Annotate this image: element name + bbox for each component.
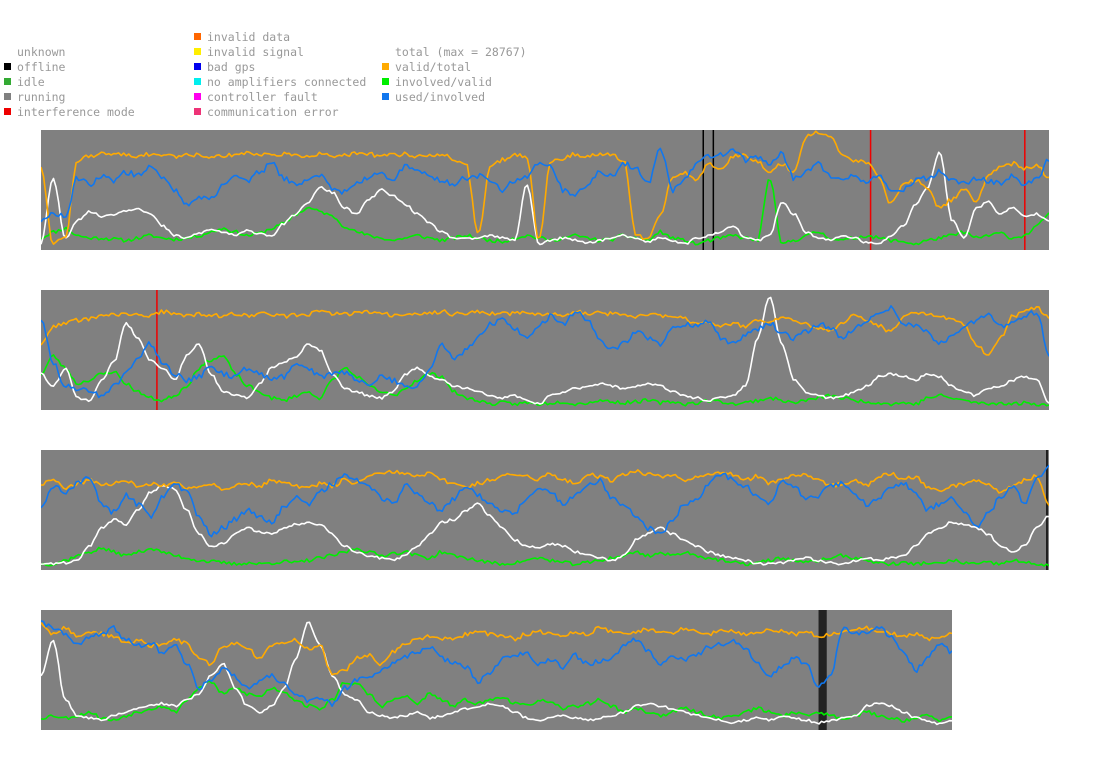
state-marker-interference-mode (1024, 130, 1026, 250)
series-line-involved-valid (41, 354, 1049, 407)
legend-swatch-bad-gps (194, 63, 201, 70)
legend-label: running (17, 90, 66, 104)
series-line-valid-total (41, 622, 952, 676)
series-line-used-involved (41, 147, 1049, 223)
legend-label: communication error (207, 105, 339, 119)
legend-swatch-interference-mode (4, 108, 11, 115)
legend-label: unknown (17, 45, 66, 59)
series-line-used-involved (41, 464, 1049, 538)
chart-panel-1 (41, 130, 1049, 250)
series-line-valid-total (41, 305, 1049, 356)
chart-panel-4 (41, 610, 952, 730)
legend-swatch-involved-valid (382, 78, 389, 85)
panel-background (41, 610, 952, 730)
chart-panel-svg (41, 450, 1049, 570)
state-marker-interference-mode (156, 290, 158, 410)
chart-panel-2 (41, 290, 1049, 410)
legend-label: involved/valid (395, 75, 492, 89)
chart-panel-svg (41, 610, 952, 730)
legend-swatch-idle (4, 78, 11, 85)
legend-swatch-unknown (4, 48, 11, 55)
panel-background (41, 450, 1049, 570)
chart-panel-svg (41, 130, 1049, 250)
legend-label: invalid signal (207, 45, 304, 59)
series-line-total (41, 296, 1049, 405)
series-line-valid-total (41, 469, 1049, 506)
legend-swatch-controller-fault (194, 93, 201, 100)
legend-swatch-running (4, 93, 11, 100)
legend-total-label: total (max = 28767) (395, 45, 527, 59)
legend-swatch-offline (4, 63, 11, 70)
legend-label: bad gps (207, 60, 256, 74)
chart-panel-svg (41, 290, 1049, 410)
legend-swatch-invalid-data (194, 33, 201, 40)
legend-label: no amplifiers connected (207, 75, 367, 89)
state-marker-offline (818, 610, 827, 730)
panel-background (41, 290, 1049, 410)
series-line-involved-valid (41, 680, 952, 723)
series-line-total (41, 484, 1049, 566)
legend-label: invalid data (207, 30, 291, 44)
series-line-valid-total (41, 130, 1049, 245)
legend-swatch-invalid-signal (194, 48, 201, 55)
series-line-used-involved (41, 305, 1049, 399)
legend-label: interference mode (17, 105, 135, 119)
legend-swatch-no-amplifiers (194, 78, 201, 85)
series-line-used-involved (41, 620, 952, 707)
state-marker-offline (1046, 450, 1048, 570)
legend-swatch-communication-error (194, 108, 201, 115)
legend-label: idle (17, 75, 45, 89)
legend-swatch-valid-total (382, 63, 389, 70)
series-line-total (41, 621, 952, 726)
chart-panel-3 (41, 450, 1049, 570)
state-marker-interference-mode (869, 130, 872, 250)
series-line-involved-valid (41, 546, 1049, 567)
state-marker-offline (702, 130, 705, 250)
series-line-total (41, 151, 1049, 246)
state-marker-offline (712, 130, 715, 250)
legend-swatch-used-involved (382, 93, 389, 100)
legend-label: used/involved (395, 90, 486, 104)
legend-label: offline (17, 60, 66, 74)
series-line-involved-valid (41, 179, 1049, 246)
legend-label: valid/total (395, 60, 472, 74)
legend-label: controller fault (207, 90, 318, 104)
